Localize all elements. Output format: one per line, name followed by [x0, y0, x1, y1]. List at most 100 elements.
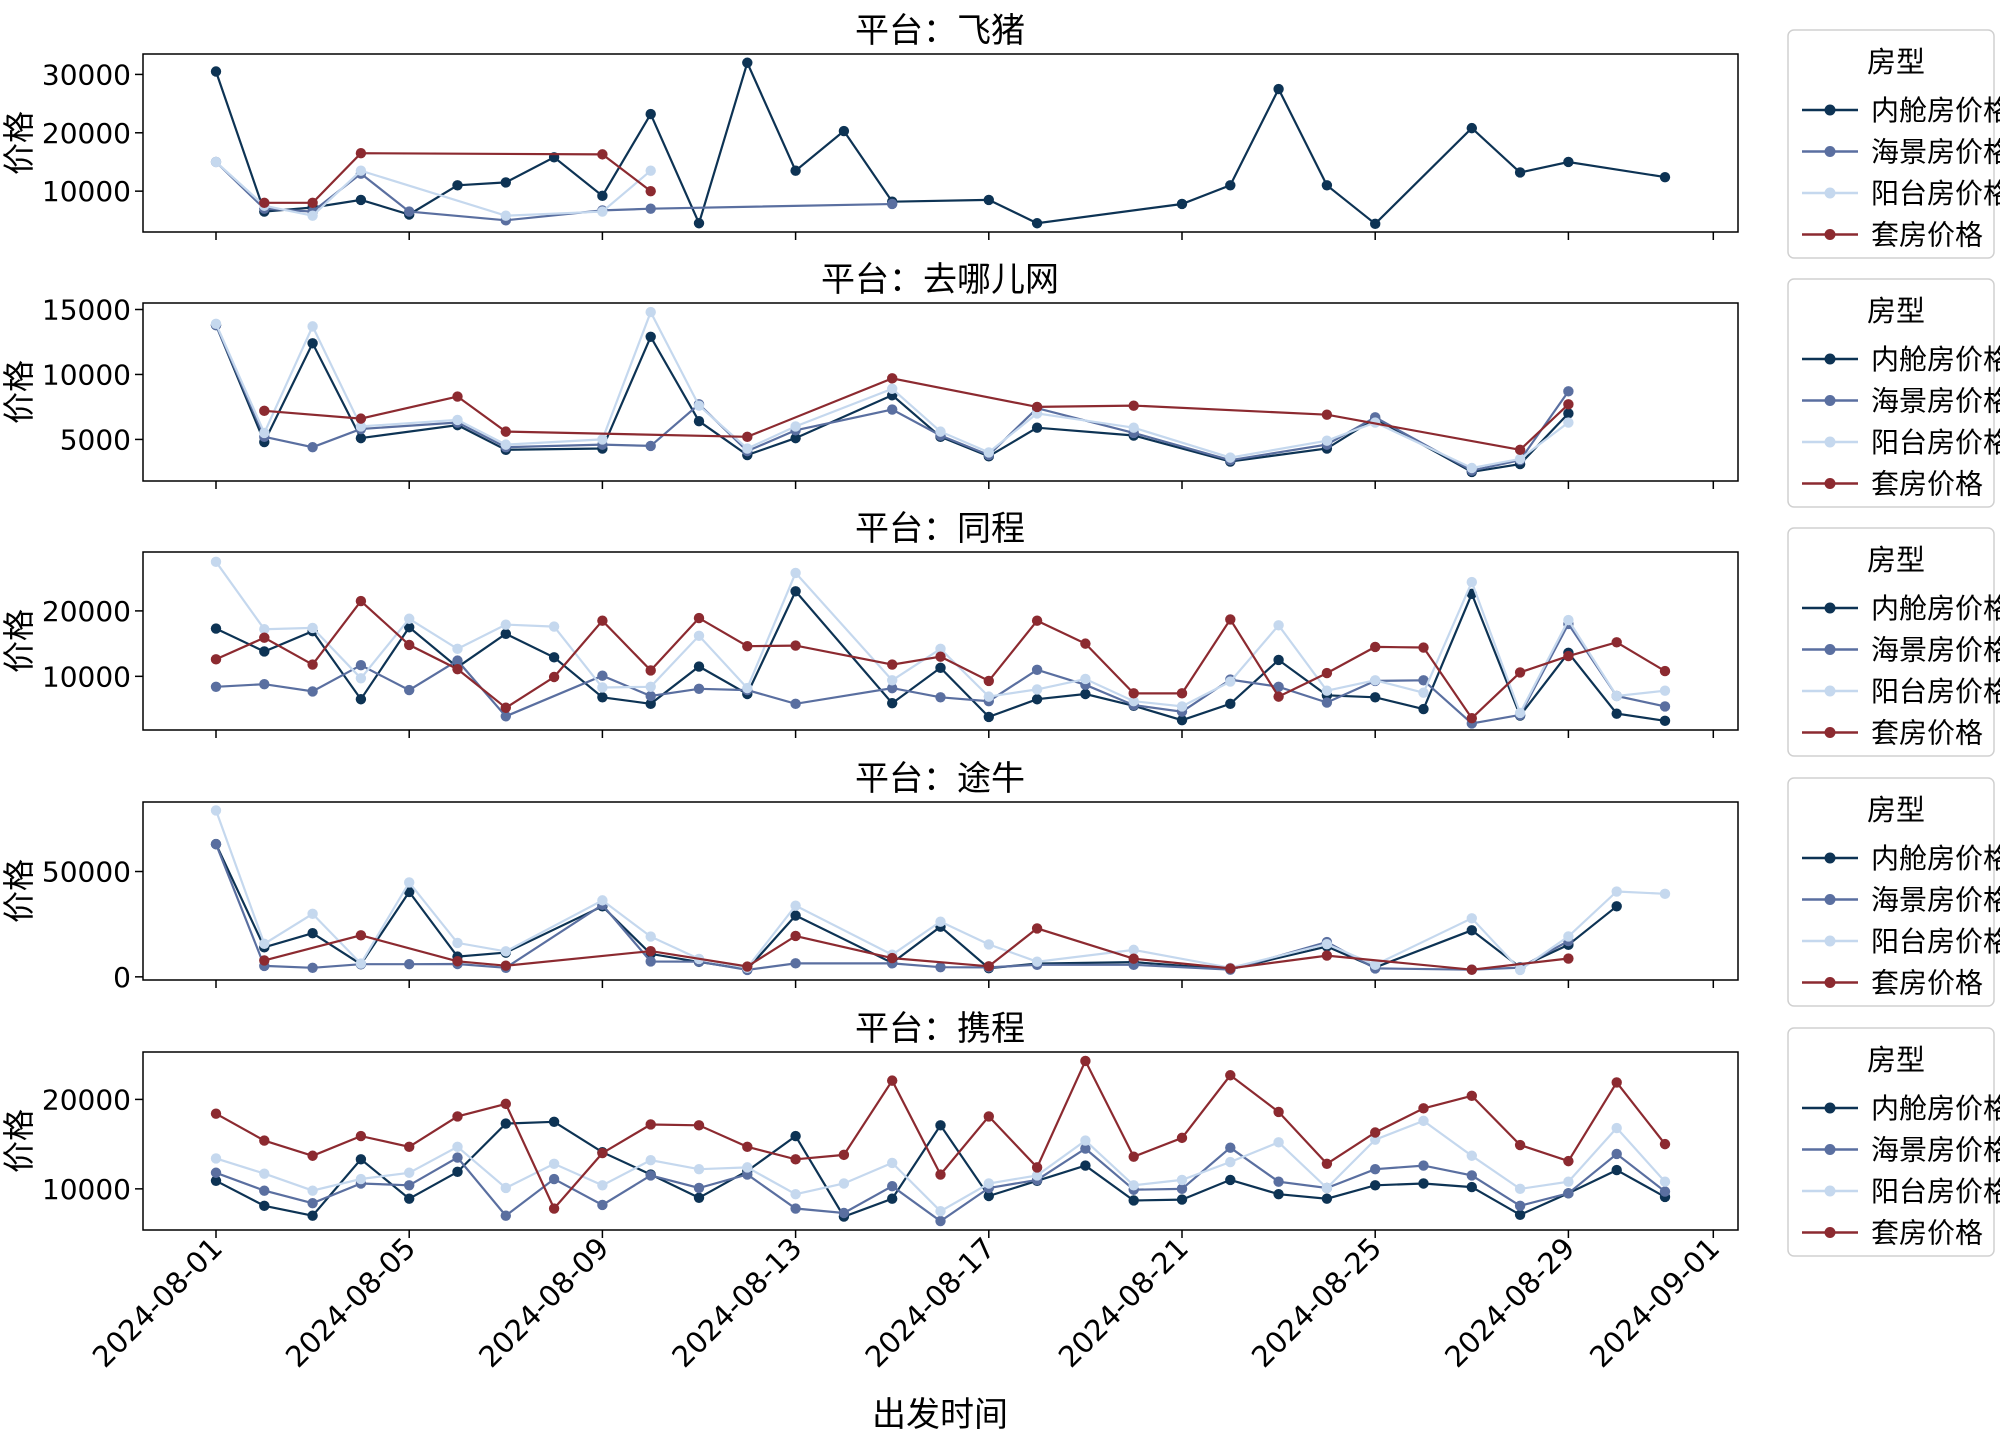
data-point — [355, 1173, 367, 1185]
data-point — [1128, 944, 1139, 956]
legend-swatch-marker — [1824, 935, 1836, 947]
data-point — [1611, 901, 1622, 912]
data-point — [307, 321, 318, 332]
data-point — [597, 692, 608, 703]
legend-swatch-marker — [1824, 1144, 1836, 1155]
legend-swatch-marker — [1824, 727, 1836, 738]
legend-entry-label: 阳台房价格 — [1871, 426, 2000, 459]
legend-title: 房型 — [1867, 543, 1925, 577]
data-point — [1273, 620, 1284, 631]
data-point — [452, 643, 463, 655]
data-point — [1563, 386, 1574, 397]
data-point — [1370, 218, 1381, 230]
data-point — [983, 691, 994, 702]
data-point — [1031, 1162, 1043, 1173]
data-point — [355, 432, 367, 444]
data-point — [452, 655, 463, 666]
data-point — [548, 671, 560, 683]
data-point — [1370, 641, 1381, 653]
x-tick-label: 2024-08-17 — [859, 1231, 1002, 1374]
y-tick-label: 50000 — [42, 856, 131, 889]
data-point — [1514, 444, 1526, 456]
data-point — [355, 1154, 367, 1165]
data-point — [1418, 1160, 1429, 1171]
data-point — [1080, 688, 1091, 700]
data-point — [1466, 1150, 1478, 1161]
data-point — [645, 306, 656, 318]
data-point — [983, 961, 994, 972]
data-point — [259, 1168, 270, 1179]
data-point — [452, 1152, 463, 1163]
data-point — [597, 1199, 608, 1211]
data-point — [1370, 1180, 1381, 1191]
data-point — [1031, 684, 1043, 695]
data-point — [1611, 1164, 1622, 1176]
data-point — [1225, 1174, 1236, 1186]
data-point — [1031, 218, 1043, 229]
data-point — [887, 1180, 898, 1192]
data-point — [790, 910, 801, 921]
data-point — [1611, 1122, 1622, 1134]
data-point — [1225, 452, 1236, 463]
series-line — [215, 561, 1666, 716]
legend-title: 房型 — [1867, 793, 1925, 827]
data-point — [500, 628, 511, 640]
data-point — [1370, 959, 1381, 971]
data-point — [1080, 1160, 1091, 1171]
y-axis-label: 价格 — [0, 859, 38, 923]
series-line — [214, 324, 1570, 474]
data-point — [645, 1119, 656, 1130]
data-point — [500, 946, 511, 957]
data-point — [790, 1154, 801, 1165]
legend-swatch-marker — [1824, 977, 1836, 988]
data-point — [355, 673, 367, 684]
data-point — [887, 383, 898, 394]
legend-entry-label: 套房价格 — [1871, 219, 1983, 252]
data-point — [597, 1180, 608, 1191]
panel-title: 平台：携程 — [855, 1009, 1025, 1049]
data-point — [1466, 1170, 1478, 1181]
legend-swatch-marker — [1824, 894, 1836, 905]
x-tick-label: 2024-08-21 — [1052, 1231, 1195, 1374]
data-point — [404, 639, 415, 651]
plot-frame — [142, 302, 1739, 482]
data-point — [548, 1116, 560, 1127]
legend-entry-label: 阳台房价格 — [1871, 1175, 2000, 1208]
y-tick-label: 20000 — [42, 595, 131, 628]
data-point — [1128, 400, 1139, 411]
data-point — [404, 877, 415, 888]
data-point — [645, 698, 656, 710]
series-line — [215, 589, 1666, 722]
data-point — [452, 956, 463, 967]
data-point — [1659, 1176, 1671, 1187]
data-point — [887, 697, 898, 709]
legend-box — [1787, 777, 1995, 1007]
data-point — [597, 1147, 608, 1159]
data-point — [1611, 886, 1622, 897]
data-point — [645, 681, 656, 693]
data-point — [1611, 690, 1622, 702]
data-point — [935, 1169, 946, 1180]
data-point — [1659, 701, 1671, 712]
data-point — [790, 567, 801, 579]
data-point — [1031, 422, 1043, 433]
data-point — [259, 405, 270, 417]
data-point — [307, 338, 318, 349]
data-point — [548, 1173, 560, 1185]
data-point — [452, 937, 463, 949]
data-point — [1321, 1193, 1333, 1204]
data-point — [500, 711, 511, 722]
data-point — [1273, 1189, 1284, 1200]
data-point — [1321, 1158, 1333, 1170]
data-point — [1176, 688, 1188, 699]
data-point — [355, 660, 367, 671]
data-point — [307, 1150, 318, 1161]
legend-swatch-marker — [1824, 187, 1836, 199]
data-point — [1418, 1115, 1429, 1127]
data-point — [693, 630, 705, 641]
data-point — [983, 675, 994, 687]
data-point — [355, 595, 367, 607]
data-point — [838, 1178, 850, 1189]
